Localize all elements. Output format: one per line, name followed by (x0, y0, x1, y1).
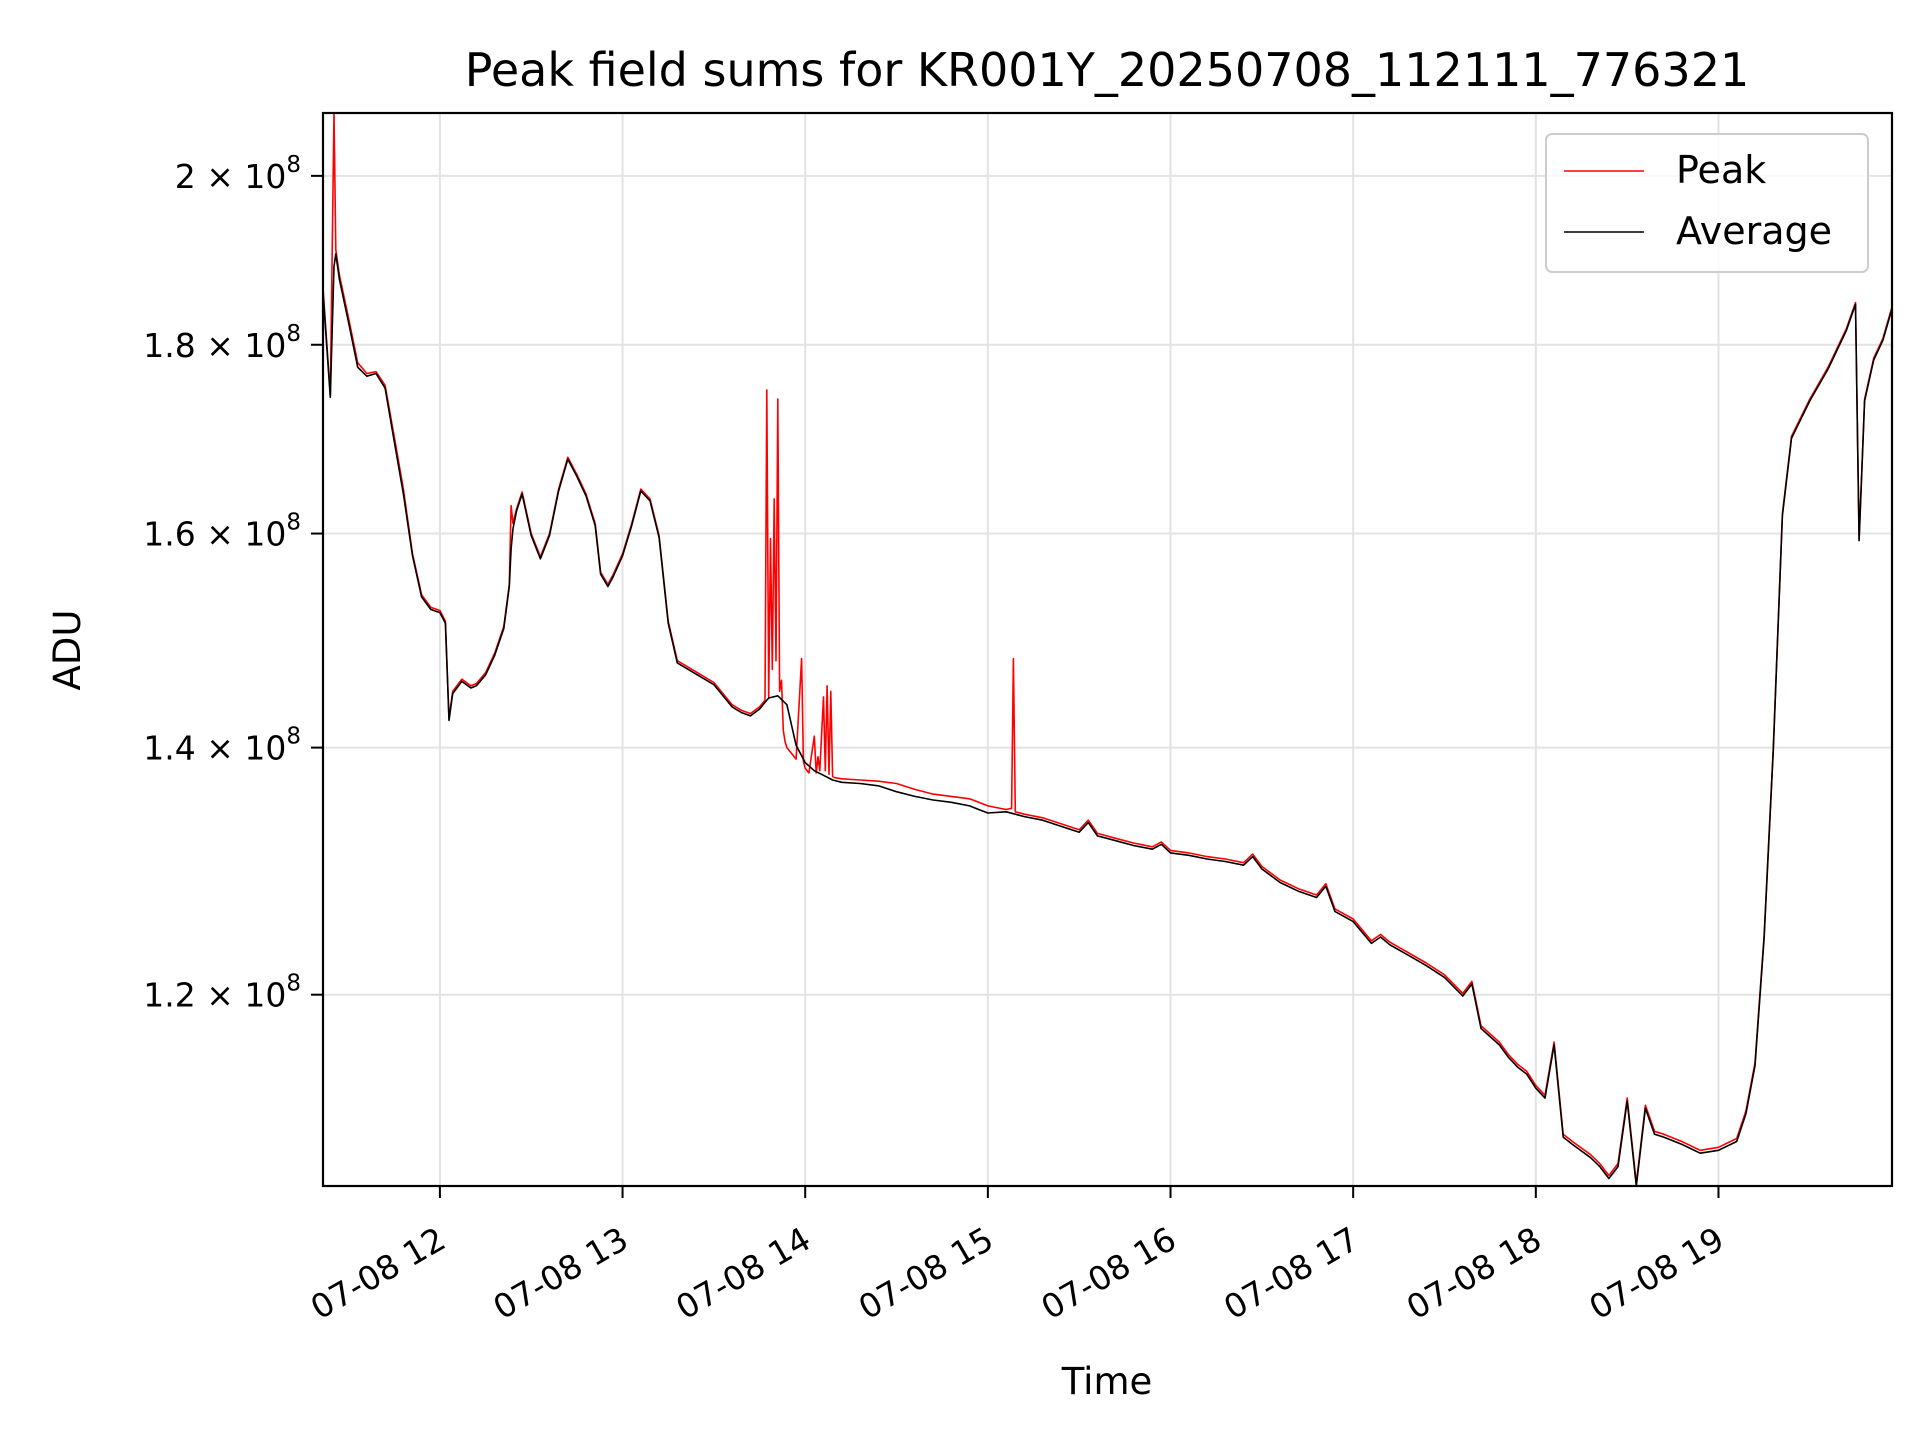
y-tick-exponent: 8 (286, 321, 301, 347)
y-tick-label: 1.8 × 108 (143, 321, 301, 365)
y-tick-mantissa: 1.6 × 10 (143, 515, 286, 554)
legend-label-average: Average (1676, 209, 1832, 253)
y-axis-title: ADU (46, 610, 89, 691)
y-tick-mantissa: 2 × 10 (175, 157, 287, 196)
y-tick-label: 1.2 × 108 (143, 971, 301, 1015)
y-tick-exponent: 8 (286, 724, 301, 750)
y-tick-label: 2 × 108 (175, 152, 301, 196)
y-tick-exponent: 8 (286, 971, 301, 997)
plot-frame (321, 111, 1894, 1188)
y-tick-label: 1.6 × 108 (143, 510, 301, 554)
plot-lines (323, 113, 1892, 1186)
series-line-average (323, 253, 1892, 1186)
grid-lines (323, 113, 1892, 1186)
legend-box (1545, 133, 1869, 273)
legend: Peak Average (1545, 133, 1869, 273)
x-axis-title: Time (1061, 1360, 1153, 1403)
y-tick-mantissa: 1.4 × 10 (143, 729, 286, 768)
legend-label-peak: Peak (1676, 148, 1766, 192)
y-tick-exponent: 8 (286, 152, 301, 178)
y-tick-label: 1.4 × 108 (143, 724, 301, 768)
y-tick-exponent: 8 (286, 510, 301, 536)
chart-title: Peak field sums for KR001Y_20250708_1121… (465, 43, 1749, 97)
y-tick-mantissa: 1.2 × 10 (143, 976, 286, 1015)
y-tick-mantissa: 1.8 × 10 (143, 326, 286, 365)
